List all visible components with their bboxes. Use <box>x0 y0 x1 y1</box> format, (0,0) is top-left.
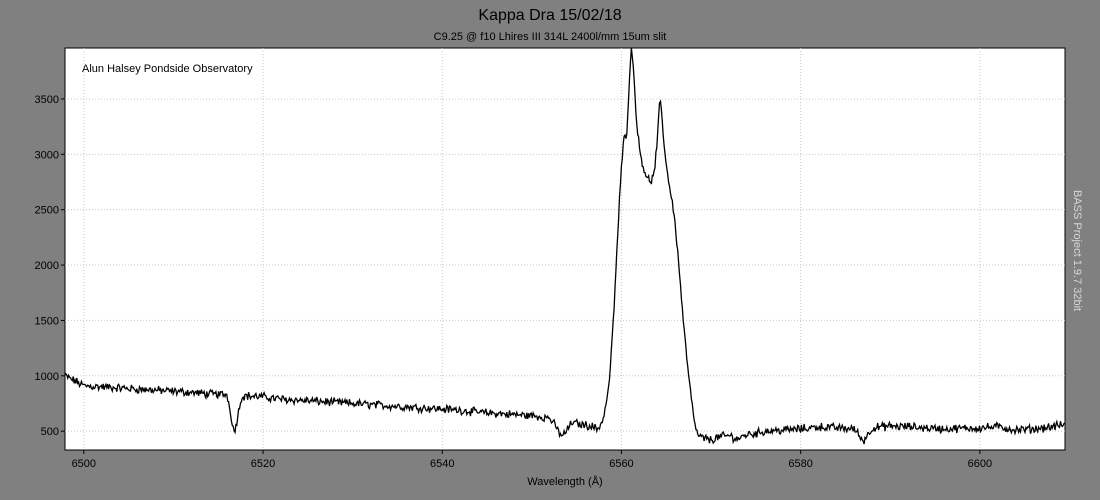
y-tick-label: 1500 <box>35 315 59 327</box>
y-tick-label: 1000 <box>35 371 59 383</box>
x-tick-label: 6500 <box>72 458 96 470</box>
x-tick-label: 6580 <box>788 458 812 470</box>
x-tick-label: 6600 <box>968 458 992 470</box>
chart-subtitle: C9.25 @ f10 Lhires III 314L 2400l/mm 15u… <box>434 31 667 43</box>
plot-area <box>64 47 1066 451</box>
y-tick-label: 2000 <box>35 260 59 272</box>
x-axis-ticks: 6500 6520 6540 6560 6580 6600 <box>72 450 992 470</box>
chart-title: Kappa Dra 15/02/18 <box>478 7 621 24</box>
y-axis-ticks: 500 1000 1500 2000 2500 3000 3500 <box>35 94 65 438</box>
y-tick-label: 3000 <box>35 149 59 161</box>
spectrum-series-line <box>64 47 1066 445</box>
x-tick-label: 6560 <box>609 458 633 470</box>
y-tick-label: 500 <box>41 426 59 438</box>
x-axis-label: Wavelength (Å) <box>527 475 602 488</box>
x-tick-label: 6520 <box>251 458 275 470</box>
y-tick-label: 3500 <box>35 94 59 106</box>
observer-annotation: Alun Halsey Pondside Observatory <box>82 63 253 75</box>
x-tick-label: 6540 <box>430 458 454 470</box>
y-tick-label: 2500 <box>35 205 59 217</box>
software-watermark: BASS Project 1.9.7 32bit <box>1071 190 1083 311</box>
grid-lines <box>65 48 1065 450</box>
